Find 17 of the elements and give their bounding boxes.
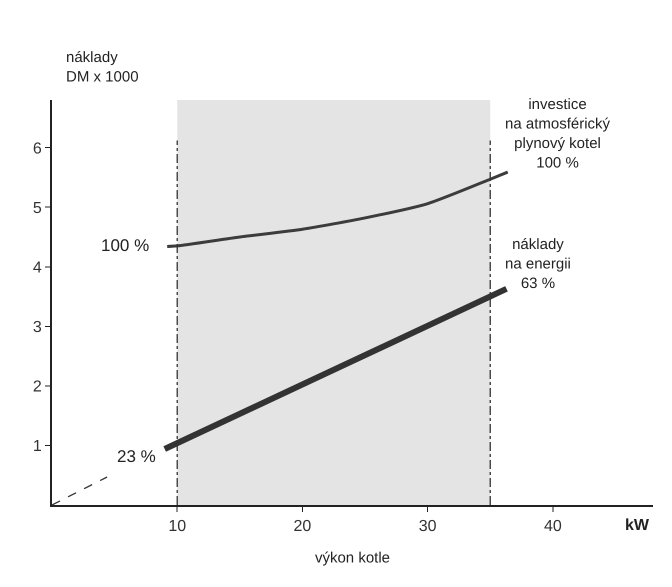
- y-tick-label: 4: [32, 259, 42, 276]
- y-tick-label: 3: [32, 318, 42, 336]
- annotation: investice na atmosférický plynový kotel 100 %: [505, 96, 611, 172]
- y-axis-title: náklady DM x 1000: [66, 49, 139, 86]
- x-tick-label: 30: [418, 518, 437, 536]
- annotation: 100 %: [101, 236, 150, 255]
- x-tick-label: 10: [168, 518, 186, 536]
- x-tick-label: 20: [294, 518, 312, 536]
- annotation: náklady na energii 63 %: [505, 236, 571, 292]
- y-tick-label: 5: [32, 200, 42, 217]
- y-tick-label: 6: [32, 140, 42, 158]
- annotation: 23 %: [117, 447, 156, 466]
- y-tick-label: 1: [32, 438, 42, 456]
- x-tick-label: 40: [544, 518, 562, 536]
- y-tick-label: 2: [32, 378, 42, 396]
- text: kW: [625, 517, 650, 534]
- x-axis-title: výkon kotle: [314, 550, 390, 567]
